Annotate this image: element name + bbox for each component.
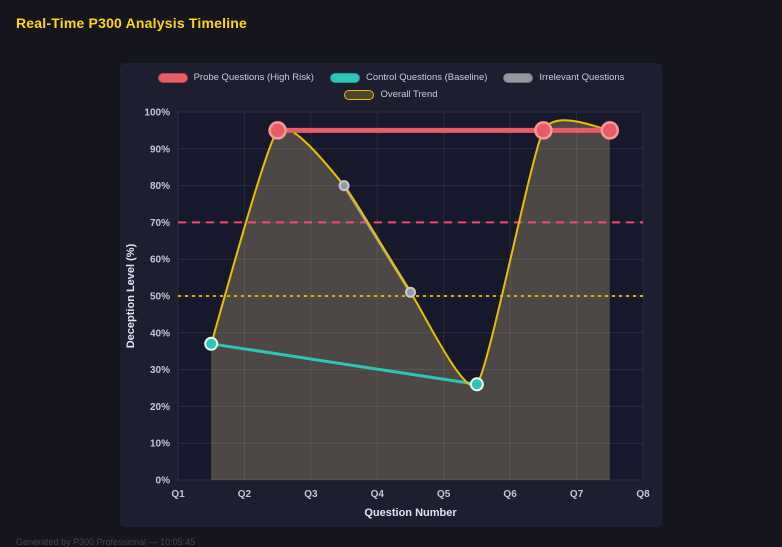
x-tick-label: Q4 bbox=[371, 489, 385, 500]
legend-swatch-trend bbox=[344, 89, 375, 100]
trend-area-fill bbox=[211, 120, 610, 480]
y-tick-label: 70% bbox=[150, 218, 170, 229]
series-line-control bbox=[209, 342, 479, 386]
legend-item-control[interactable]: Control Questions (Baseline) bbox=[329, 72, 488, 83]
x-tick-label: Q1 bbox=[171, 489, 185, 500]
y-axis-ticks: 0% 10% 20% 30% 40% 50% 60% 70% 80% 90% 100% bbox=[144, 108, 170, 487]
legend-row-1: Probe Questions (High Risk) Control Ques… bbox=[157, 72, 624, 83]
y-tick-label: 20% bbox=[150, 402, 170, 413]
x-tick-label: Q7 bbox=[570, 489, 584, 500]
legend-item-trend[interactable]: Overall Trend bbox=[344, 89, 438, 100]
legend-label-trend: Overall Trend bbox=[380, 89, 438, 100]
y-tick-label: 30% bbox=[150, 365, 170, 376]
y-tick-label: 80% bbox=[150, 181, 170, 192]
y-tick-label: 90% bbox=[150, 144, 170, 155]
legend-row-2: Overall Trend bbox=[344, 89, 438, 100]
x-tick-label: Q3 bbox=[304, 489, 318, 500]
timeline-chart: 0%10%20%30%40%50%60%70%80%90%100%Q1 Q2 Q3 Q… bbox=[125, 108, 650, 520]
data-point-irrelevant[interactable] bbox=[338, 180, 350, 192]
legend-label-irrelevant: Irrelevant Questions bbox=[539, 72, 625, 83]
data-point-control[interactable] bbox=[469, 377, 484, 392]
data-point-probe[interactable] bbox=[534, 121, 553, 140]
legend-swatch-irrelevant bbox=[503, 72, 534, 83]
chart-panel: Probe Questions (High Risk) Control Ques… bbox=[120, 63, 662, 527]
legend-label-control: Control Questions (Baseline) bbox=[365, 72, 488, 83]
x-tick-label: Q2 bbox=[238, 489, 252, 500]
data-point-control[interactable] bbox=[204, 336, 219, 351]
x-axis-title: Question Number bbox=[364, 507, 457, 519]
x-axis-ticks: Q1 Q2 Q3 Q4 Q5 Q6 Q7 Q8 bbox=[171, 489, 650, 500]
x-tick-label: Q6 bbox=[503, 489, 517, 500]
y-tick-label: 100% bbox=[144, 108, 170, 119]
legend-item-probe[interactable]: Probe Questions (High Risk) bbox=[157, 72, 314, 83]
data-point-probe[interactable] bbox=[600, 121, 620, 140]
legend-swatch-probe bbox=[157, 72, 188, 83]
y-tick-label: 60% bbox=[150, 255, 170, 266]
y-tick-label: 40% bbox=[150, 328, 170, 339]
y-tick-label: 0% bbox=[156, 476, 171, 487]
data-point-irrelevant[interactable] bbox=[405, 286, 416, 298]
legend-label-probe: Probe Questions (High Risk) bbox=[193, 72, 314, 83]
chart-legend: Probe Questions (High Risk) Control Ques… bbox=[120, 63, 662, 100]
x-tick-label: Q8 bbox=[636, 489, 650, 500]
y-tick-label: 10% bbox=[150, 439, 170, 450]
y-axis-title: Deception Level (%) bbox=[125, 243, 137, 348]
data-point-probe[interactable] bbox=[268, 121, 287, 140]
y-tick-label: 50% bbox=[150, 292, 170, 303]
legend-item-irrelevant[interactable]: Irrelevant Questions bbox=[503, 72, 624, 83]
x-tick-label: Q5 bbox=[437, 489, 451, 500]
legend-swatch-control bbox=[329, 72, 360, 83]
footer-note: Generated by P300 Professional — 10:05:4… bbox=[16, 537, 196, 547]
page-title: Real-Time P300 Analysis Timeline bbox=[16, 15, 248, 31]
